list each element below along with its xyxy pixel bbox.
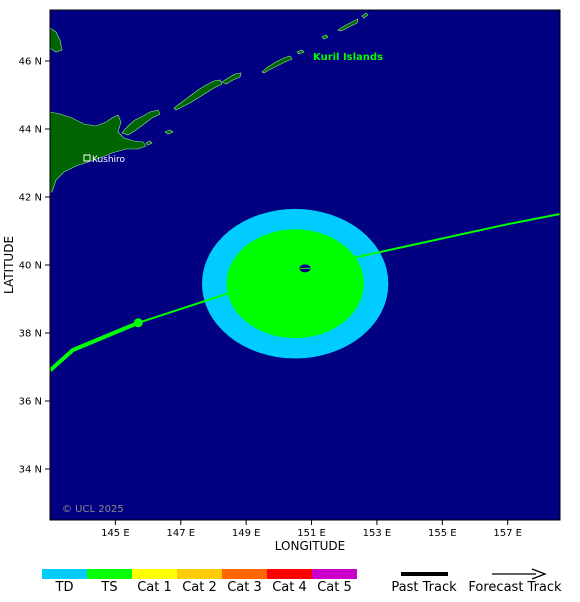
x-tick-label: 145 E bbox=[101, 528, 130, 539]
forecast-track-legend-arrowhead bbox=[531, 568, 547, 580]
x-tick-label: 157 E bbox=[493, 528, 522, 539]
legend-label: Cat 5 bbox=[317, 580, 352, 595]
legend-label: Cat 4 bbox=[272, 580, 307, 595]
y-tick-label: 46 N bbox=[19, 57, 42, 68]
past-track-legend-label: Past Track bbox=[391, 580, 457, 595]
x-tick-label: 155 E bbox=[428, 528, 457, 539]
x-tick-label: 147 E bbox=[166, 528, 195, 539]
legend-label: Cat 3 bbox=[227, 580, 262, 595]
kushiro-label: Kushiro bbox=[92, 155, 126, 165]
legend-swatch-ts bbox=[87, 569, 132, 579]
y-tick-label: 44 N bbox=[19, 125, 42, 136]
legend-label: Cat 1 bbox=[137, 580, 172, 595]
sakhalin-landmass bbox=[50, 27, 63, 53]
x-axis-title: LONGITUDE bbox=[275, 539, 345, 553]
x-tick-label: 153 E bbox=[363, 528, 392, 539]
island-habomai bbox=[145, 140, 153, 146]
legend-label: TD bbox=[55, 580, 74, 595]
x-tick-label: 149 E bbox=[232, 528, 261, 539]
map-layers bbox=[50, 12, 560, 372]
tropical-storm-wind-field bbox=[226, 229, 364, 339]
legend-swatch-cat-3 bbox=[222, 569, 267, 579]
island-shikotan bbox=[164, 129, 174, 135]
past-track-line bbox=[50, 320, 140, 372]
copyright-label: © UCL 2025 bbox=[62, 504, 124, 515]
legend-swatch-cat-4 bbox=[267, 569, 312, 579]
hokkaido-landmass bbox=[50, 111, 147, 193]
kuril-islands-label: Kuril Islands bbox=[313, 52, 383, 63]
intensity-legend: TD TS Cat 1 Cat 2 Cat 3 Cat 4 Cat 5 bbox=[42, 569, 357, 595]
y-axis-title: LATITUDE bbox=[2, 236, 16, 294]
y-tick-label: 40 N bbox=[19, 261, 42, 272]
island-simushir bbox=[261, 55, 293, 74]
island-iturup bbox=[173, 79, 223, 111]
storm-center-marker bbox=[299, 264, 311, 273]
legend-label: Cat 2 bbox=[182, 580, 217, 595]
past-track-point bbox=[133, 318, 143, 328]
legend-swatch-cat-5 bbox=[312, 569, 357, 579]
island-urup bbox=[221, 72, 242, 85]
island-paramushir bbox=[361, 12, 369, 19]
forecast-track-legend-label: Forecast Track bbox=[468, 580, 562, 595]
island-kunashir bbox=[121, 109, 161, 136]
y-tick-label: 36 N bbox=[19, 397, 42, 408]
legend-swatch-cat-1 bbox=[132, 569, 177, 579]
island-small-1 bbox=[296, 49, 305, 55]
island-onekotan bbox=[337, 18, 359, 32]
axes: 145 E 147 E 149 E 151 E 153 E 155 E 157 E 34 N 3… bbox=[19, 57, 522, 540]
legend-swatch-td bbox=[42, 569, 87, 579]
y-tick-label: 42 N bbox=[19, 193, 42, 204]
legend-label: TS bbox=[100, 580, 117, 595]
forecast-track-line bbox=[137, 213, 560, 324]
y-tick-label: 34 N bbox=[19, 465, 42, 476]
legend-swatch-cat-2 bbox=[177, 569, 222, 579]
x-tick-label: 151 E bbox=[297, 528, 326, 539]
kushiro-city-marker bbox=[83, 154, 91, 162]
island-small-2 bbox=[321, 34, 329, 40]
y-tick-label: 38 N bbox=[19, 329, 42, 340]
